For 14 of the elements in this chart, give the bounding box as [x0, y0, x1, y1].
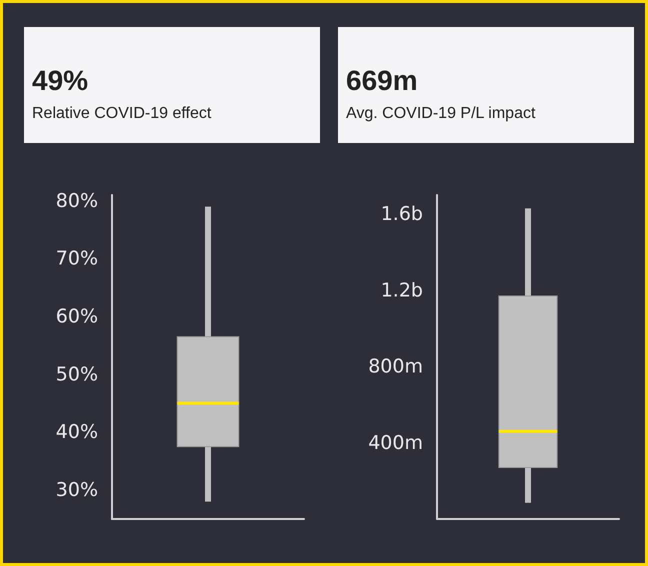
y-tick-label: 1.6b [380, 203, 423, 226]
text: 669m [346, 65, 418, 97]
y-tick-label: 1.2b [380, 279, 423, 302]
y-tick-label: 80% [56, 190, 98, 212]
y-tick-label: 50% [56, 363, 98, 386]
text: 49% [32, 65, 88, 97]
text: Avg. COVID-19 P/L impact [346, 105, 536, 123]
y-tick-label: 40% [56, 421, 98, 444]
y-tick-label: 60% [56, 306, 98, 328]
y-tick-label: 800m [368, 356, 423, 378]
y-tick-label: 70% [56, 248, 98, 270]
text: Relative COVID-19 effect [32, 105, 212, 123]
y-tick-label: 400m [368, 432, 423, 454]
y-tick-label: 30% [56, 479, 98, 502]
